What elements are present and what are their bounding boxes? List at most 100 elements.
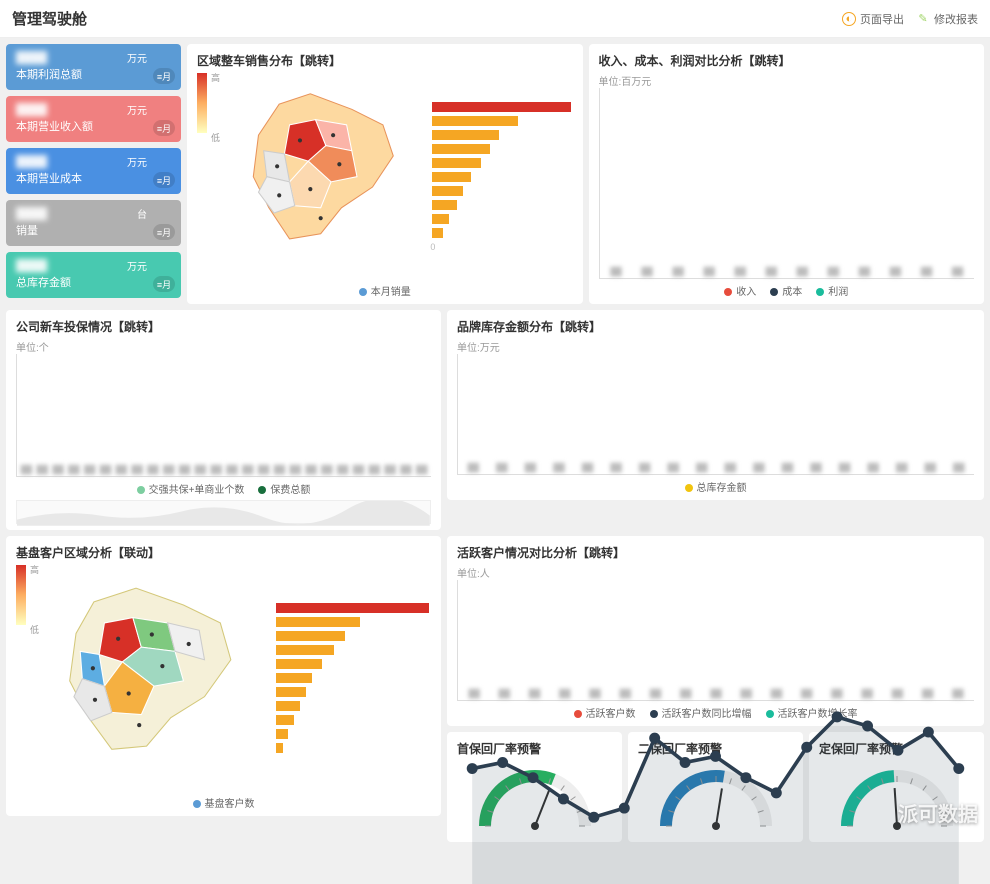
- legend-item[interactable]: 交强共保+单商业个数: [137, 481, 245, 496]
- x-label: ██: [553, 463, 564, 472]
- x-label: ██: [195, 465, 206, 474]
- kpi-unit: 万元: [127, 258, 147, 273]
- x-label: ██: [468, 689, 479, 698]
- x-label: ██: [400, 465, 411, 474]
- x-label: ██: [499, 689, 510, 698]
- modify-button[interactable]: ✎ 修改报表: [916, 11, 978, 27]
- hbar[interactable]: [276, 701, 301, 711]
- x-label: ██: [321, 465, 332, 474]
- x-label: ██: [896, 463, 907, 472]
- kpi-card[interactable]: ████ 本期利润总额 万元 ≡月: [6, 44, 181, 90]
- hbar[interactable]: [276, 715, 294, 725]
- x-label: ██: [797, 267, 808, 276]
- hbar[interactable]: [432, 214, 449, 224]
- export-button[interactable]: ◐ 页面导出: [842, 11, 904, 27]
- hbar[interactable]: [432, 144, 490, 154]
- hbar[interactable]: [432, 130, 498, 140]
- hbar[interactable]: [276, 631, 345, 641]
- revenue-chart-card[interactable]: 收入、成本、利润对比分析【跳转】 单位:百万元 ████████████████…: [589, 44, 985, 304]
- kpi-card[interactable]: ████ 总库存金额 万元 ≡月: [6, 252, 181, 298]
- customer-region-map-card[interactable]: 基盘客户区域分析【联动】 高 低: [6, 536, 441, 816]
- legend-item[interactable]: 利润: [816, 283, 848, 298]
- x-label: ██: [801, 689, 812, 698]
- card-sub: 单位:人: [457, 565, 974, 580]
- hbar[interactable]: [276, 659, 322, 669]
- x-label: ██: [258, 465, 269, 474]
- legend-item[interactable]: 收入: [724, 283, 756, 298]
- gradient-legend: [197, 73, 207, 133]
- x-label: ██: [384, 465, 395, 474]
- inventory-chart-card[interactable]: 品牌库存金额分布【跳转】 单位:万元 █████████████████████…: [447, 310, 984, 500]
- active-customer-card[interactable]: 活跃客户情况对比分析【跳转】 单位:人 ████████████████████…: [447, 536, 984, 726]
- kpi-badge-icon: ≡月: [153, 224, 175, 240]
- legend-item[interactable]: 保费总额: [258, 481, 310, 496]
- insurance-chart-card[interactable]: 公司新车投保情况【跳转】 单位:个 ██████████████████████…: [6, 310, 441, 530]
- kpi-badge-icon: ≡月: [153, 120, 175, 136]
- x-label: ██: [650, 689, 661, 698]
- kpi-card[interactable]: ████ 销量 台 ≡月: [6, 200, 181, 246]
- gauge-card[interactable]: 二保回厂率预警: [628, 732, 803, 842]
- hbar[interactable]: [432, 172, 471, 182]
- x-label: ██: [179, 465, 190, 474]
- kpi-value: ████: [16, 208, 171, 220]
- card-title: 首保回厂率预警: [457, 740, 612, 757]
- kpi-column: ████ 本期利润总额 万元 ≡月████ 本期营业收入额 万元 ≡月████ …: [6, 44, 181, 304]
- x-label: ██: [828, 267, 839, 276]
- map-legend: 基盘客户数: [16, 795, 431, 810]
- x-label: ██: [274, 465, 285, 474]
- x-label: ██: [696, 463, 707, 472]
- x-label: ██: [680, 689, 691, 698]
- range-slider[interactable]: [16, 500, 431, 524]
- x-label: ██: [892, 689, 903, 698]
- insurance-bars[interactable]: ████████████████████████████████████████…: [16, 354, 431, 477]
- hbar[interactable]: [432, 200, 457, 210]
- hbar[interactable]: [276, 743, 284, 753]
- x-label: ██: [839, 463, 850, 472]
- hbar[interactable]: [276, 673, 313, 683]
- hbar[interactable]: [276, 687, 307, 697]
- hbar[interactable]: [276, 729, 288, 739]
- x-label: ██: [226, 465, 237, 474]
- x-label: ██: [867, 463, 878, 472]
- x-label: ██: [782, 463, 793, 472]
- hbar[interactable]: [432, 228, 443, 238]
- sales-map[interactable]: 高 低: [197, 73, 424, 279]
- card-sub: 单位:万元: [457, 339, 974, 354]
- legend-item[interactable]: 活跃客户数同比增幅: [650, 705, 752, 720]
- kpi-unit: 万元: [127, 154, 147, 169]
- gauge-card[interactable]: 定保回厂率预警: [809, 732, 984, 842]
- x-label: ██: [337, 465, 348, 474]
- inventory-bars[interactable]: ████████████████████████████████████: [457, 354, 974, 475]
- legend-item[interactable]: 成本: [770, 283, 802, 298]
- legend-item[interactable]: 活跃客户数: [574, 705, 636, 720]
- hbar[interactable]: [432, 186, 462, 196]
- card-sub: 单位:百万元: [599, 73, 975, 88]
- x-label: ██: [468, 463, 479, 472]
- kpi-label: 本期营业成本: [16, 170, 171, 186]
- kpi-label: 本期利润总额: [16, 66, 171, 82]
- customer-map[interactable]: 高 低: [16, 565, 268, 791]
- kpi-value: ████: [16, 156, 171, 168]
- x-label: ██: [922, 689, 933, 698]
- hbar[interactable]: [276, 645, 334, 655]
- active-bars[interactable]: ██████████████████████████████████: [457, 580, 974, 701]
- insurance-legend: 交强共保+单商业个数保费总额: [16, 481, 431, 496]
- card-title: 基盘客户区域分析【联动】: [16, 544, 431, 561]
- x-label: ██: [589, 689, 600, 698]
- kpi-card[interactable]: ████ 本期营业收入额 万元 ≡月: [6, 96, 181, 142]
- kpi-card[interactable]: ████ 本期营业成本 万元 ≡月: [6, 148, 181, 194]
- hbar[interactable]: [276, 603, 429, 613]
- gauge-card[interactable]: 首保回厂率预警: [447, 732, 622, 842]
- hbar[interactable]: [432, 116, 518, 126]
- x-label: ██: [735, 267, 746, 276]
- hbar[interactable]: [276, 617, 360, 627]
- legend-item[interactable]: 活跃客户数增长率: [766, 705, 858, 720]
- x-label: ██: [163, 465, 174, 474]
- x-label: ██: [496, 463, 507, 472]
- kpi-unit: 台: [137, 206, 147, 221]
- region-sales-map-card[interactable]: 区域整车销售分布【跳转】 高 低: [187, 44, 583, 304]
- revenue-bars[interactable]: ████████████████████████: [599, 88, 975, 279]
- hbar[interactable]: [432, 158, 480, 168]
- kpi-badge-icon: ≡月: [153, 276, 175, 292]
- hbar[interactable]: [432, 102, 570, 112]
